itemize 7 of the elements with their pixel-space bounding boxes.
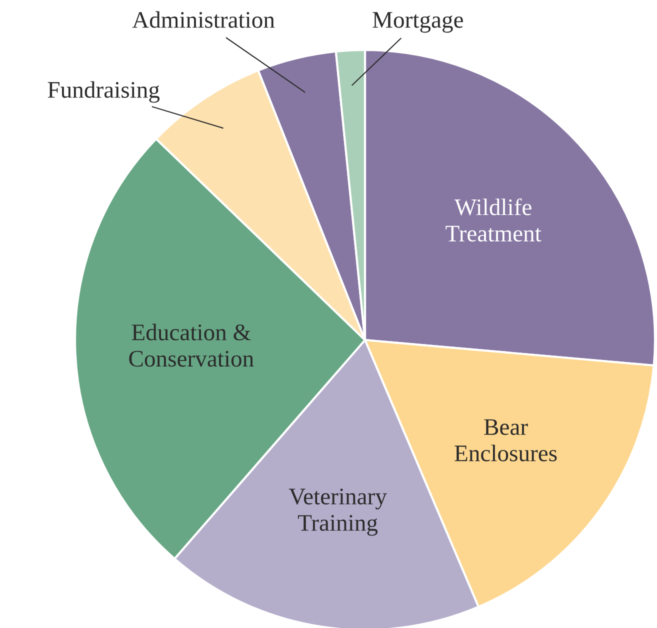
slice-label: Fundraising: [48, 81, 160, 103]
slice-label: Veterinary Training: [288, 488, 387, 536]
slice-label: Wildlife Treatment: [446, 198, 542, 242]
slice-label: Administration: [132, 11, 275, 28]
slice-label: Education & Conservation: [129, 324, 254, 367]
slice-label: Mortgage: [372, 12, 463, 33]
slice-label: Bear Enclosures: [454, 419, 557, 462]
